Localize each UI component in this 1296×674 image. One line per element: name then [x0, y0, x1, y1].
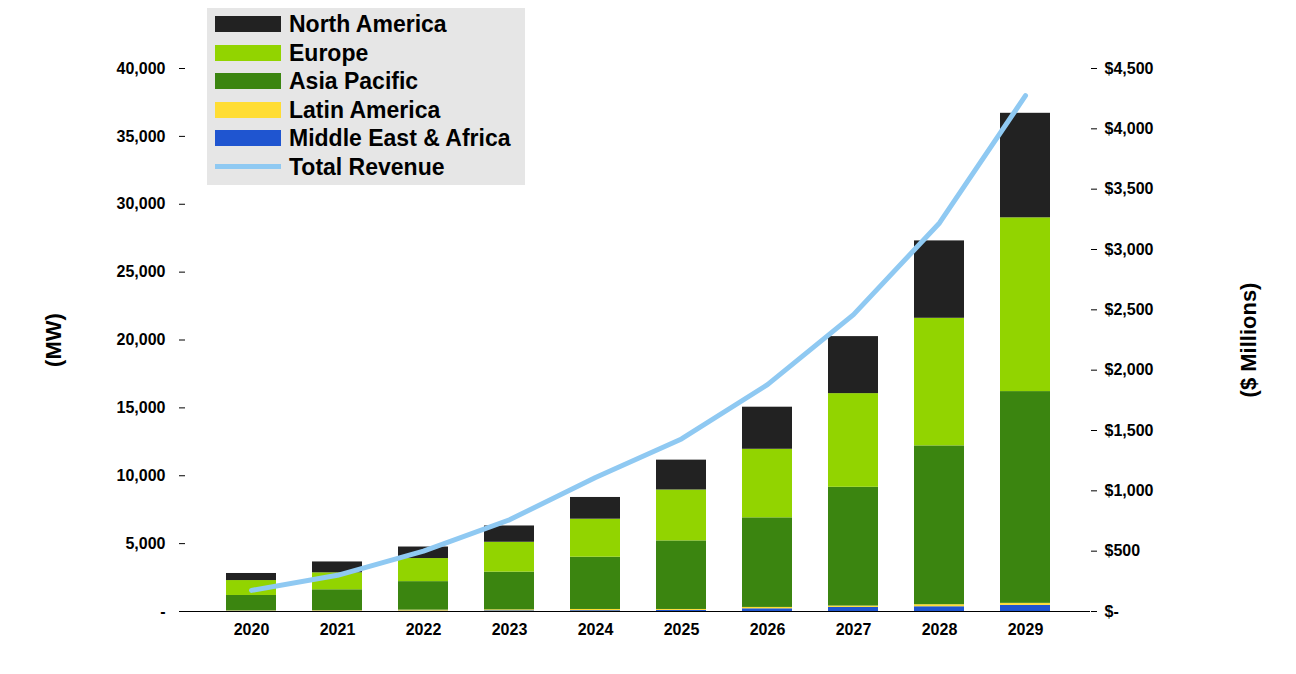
- svg-text:2020: 2020: [234, 621, 270, 638]
- svg-text:2027: 2027: [836, 621, 872, 638]
- svg-text:25,000: 25,000: [117, 263, 166, 280]
- svg-text:$4,000: $4,000: [1105, 120, 1154, 137]
- html-text:Middle East & Africa: Middle East & Africa: [289, 125, 511, 151]
- svg-text:35,000: 35,000: [117, 127, 166, 144]
- svg-text:$4,500: $4,500: [1105, 60, 1154, 77]
- svg-text:15,000: 15,000: [117, 399, 166, 416]
- svg-text:$2,500: $2,500: [1105, 301, 1154, 318]
- svg-text:-: -: [160, 603, 165, 620]
- svg-text:2024: 2024: [578, 621, 614, 638]
- svg-text:$3,000: $3,000: [1105, 241, 1154, 258]
- svg-text:$1,000: $1,000: [1105, 482, 1154, 499]
- svg-text:$1,500: $1,500: [1105, 422, 1154, 439]
- svg-text:2023: 2023: [492, 621, 528, 638]
- svg-text:2025: 2025: [664, 621, 700, 638]
- html-text:Europe: Europe: [289, 39, 369, 66]
- html-text:North America: North America: [289, 11, 447, 37]
- svg-text:(MW): (MW): [41, 313, 66, 367]
- svg-text:40,000: 40,000: [117, 60, 166, 77]
- svg-text:$2,000: $2,000: [1105, 361, 1154, 378]
- svg-text:2026: 2026: [750, 621, 786, 638]
- svg-text:2021: 2021: [320, 621, 356, 638]
- html-text:Total Revenue: Total Revenue: [289, 153, 445, 180]
- svg-text:2029: 2029: [1008, 621, 1044, 638]
- html-text:Latin America: Latin America: [289, 96, 441, 123]
- svg-text:30,000: 30,000: [117, 195, 166, 212]
- html-text:Asia Pacific: Asia Pacific: [289, 68, 419, 94]
- svg-text:$3,500: $3,500: [1105, 180, 1154, 197]
- svg-text:($ Millions): ($ Millions): [1236, 283, 1261, 398]
- svg-text:5,000: 5,000: [125, 535, 165, 552]
- svg-text:2022: 2022: [406, 621, 442, 638]
- svg-text:$500: $500: [1105, 542, 1141, 559]
- svg-text:20,000: 20,000: [117, 331, 166, 348]
- svg-text:$-: $-: [1105, 603, 1119, 620]
- svg-text:10,000: 10,000: [117, 467, 166, 484]
- svg-text:2028: 2028: [922, 621, 958, 638]
